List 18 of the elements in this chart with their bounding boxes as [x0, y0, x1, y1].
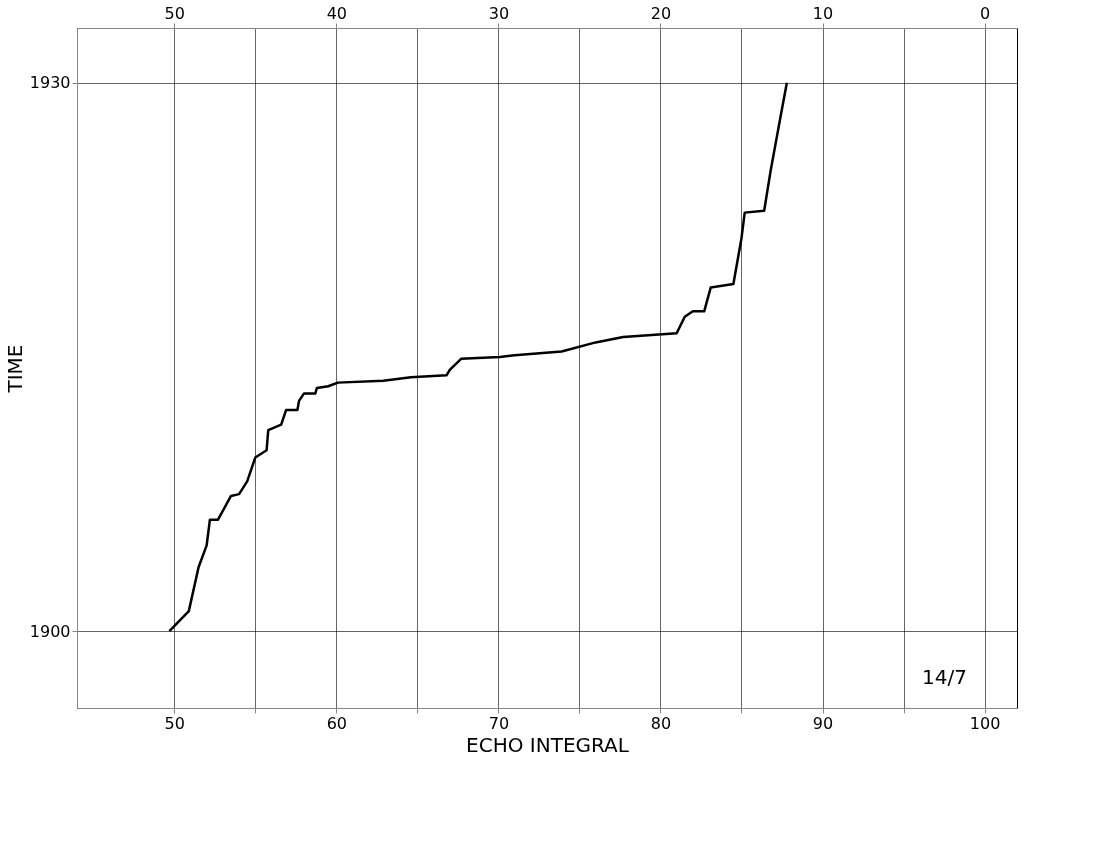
x2-tick-label: 20: [650, 3, 672, 23]
x-tick-label: 60: [326, 713, 347, 733]
x-tick-label: 50: [164, 713, 185, 733]
y-axis-title: TIME: [2, 344, 27, 394]
x2-tick-label: 30: [488, 3, 510, 23]
annotation: 14/7: [922, 665, 967, 689]
line-series: [168, 81, 789, 633]
x-tick-label: 80: [650, 713, 672, 733]
x-tick-label: 70: [488, 713, 510, 733]
x-tick-label: 100: [969, 713, 1001, 733]
x-tick-label: 90: [812, 713, 834, 733]
x2-tick-label: 40: [326, 3, 347, 23]
x2-tick-label: 50: [164, 3, 185, 23]
x2-tick-label: 10: [812, 3, 834, 23]
x-axis-title: ECHO INTEGRAL: [466, 732, 630, 757]
y-tick-label: 1900: [29, 621, 71, 641]
x2-tick-label: 0: [979, 3, 991, 23]
y-tick-label: 1930: [29, 73, 71, 93]
